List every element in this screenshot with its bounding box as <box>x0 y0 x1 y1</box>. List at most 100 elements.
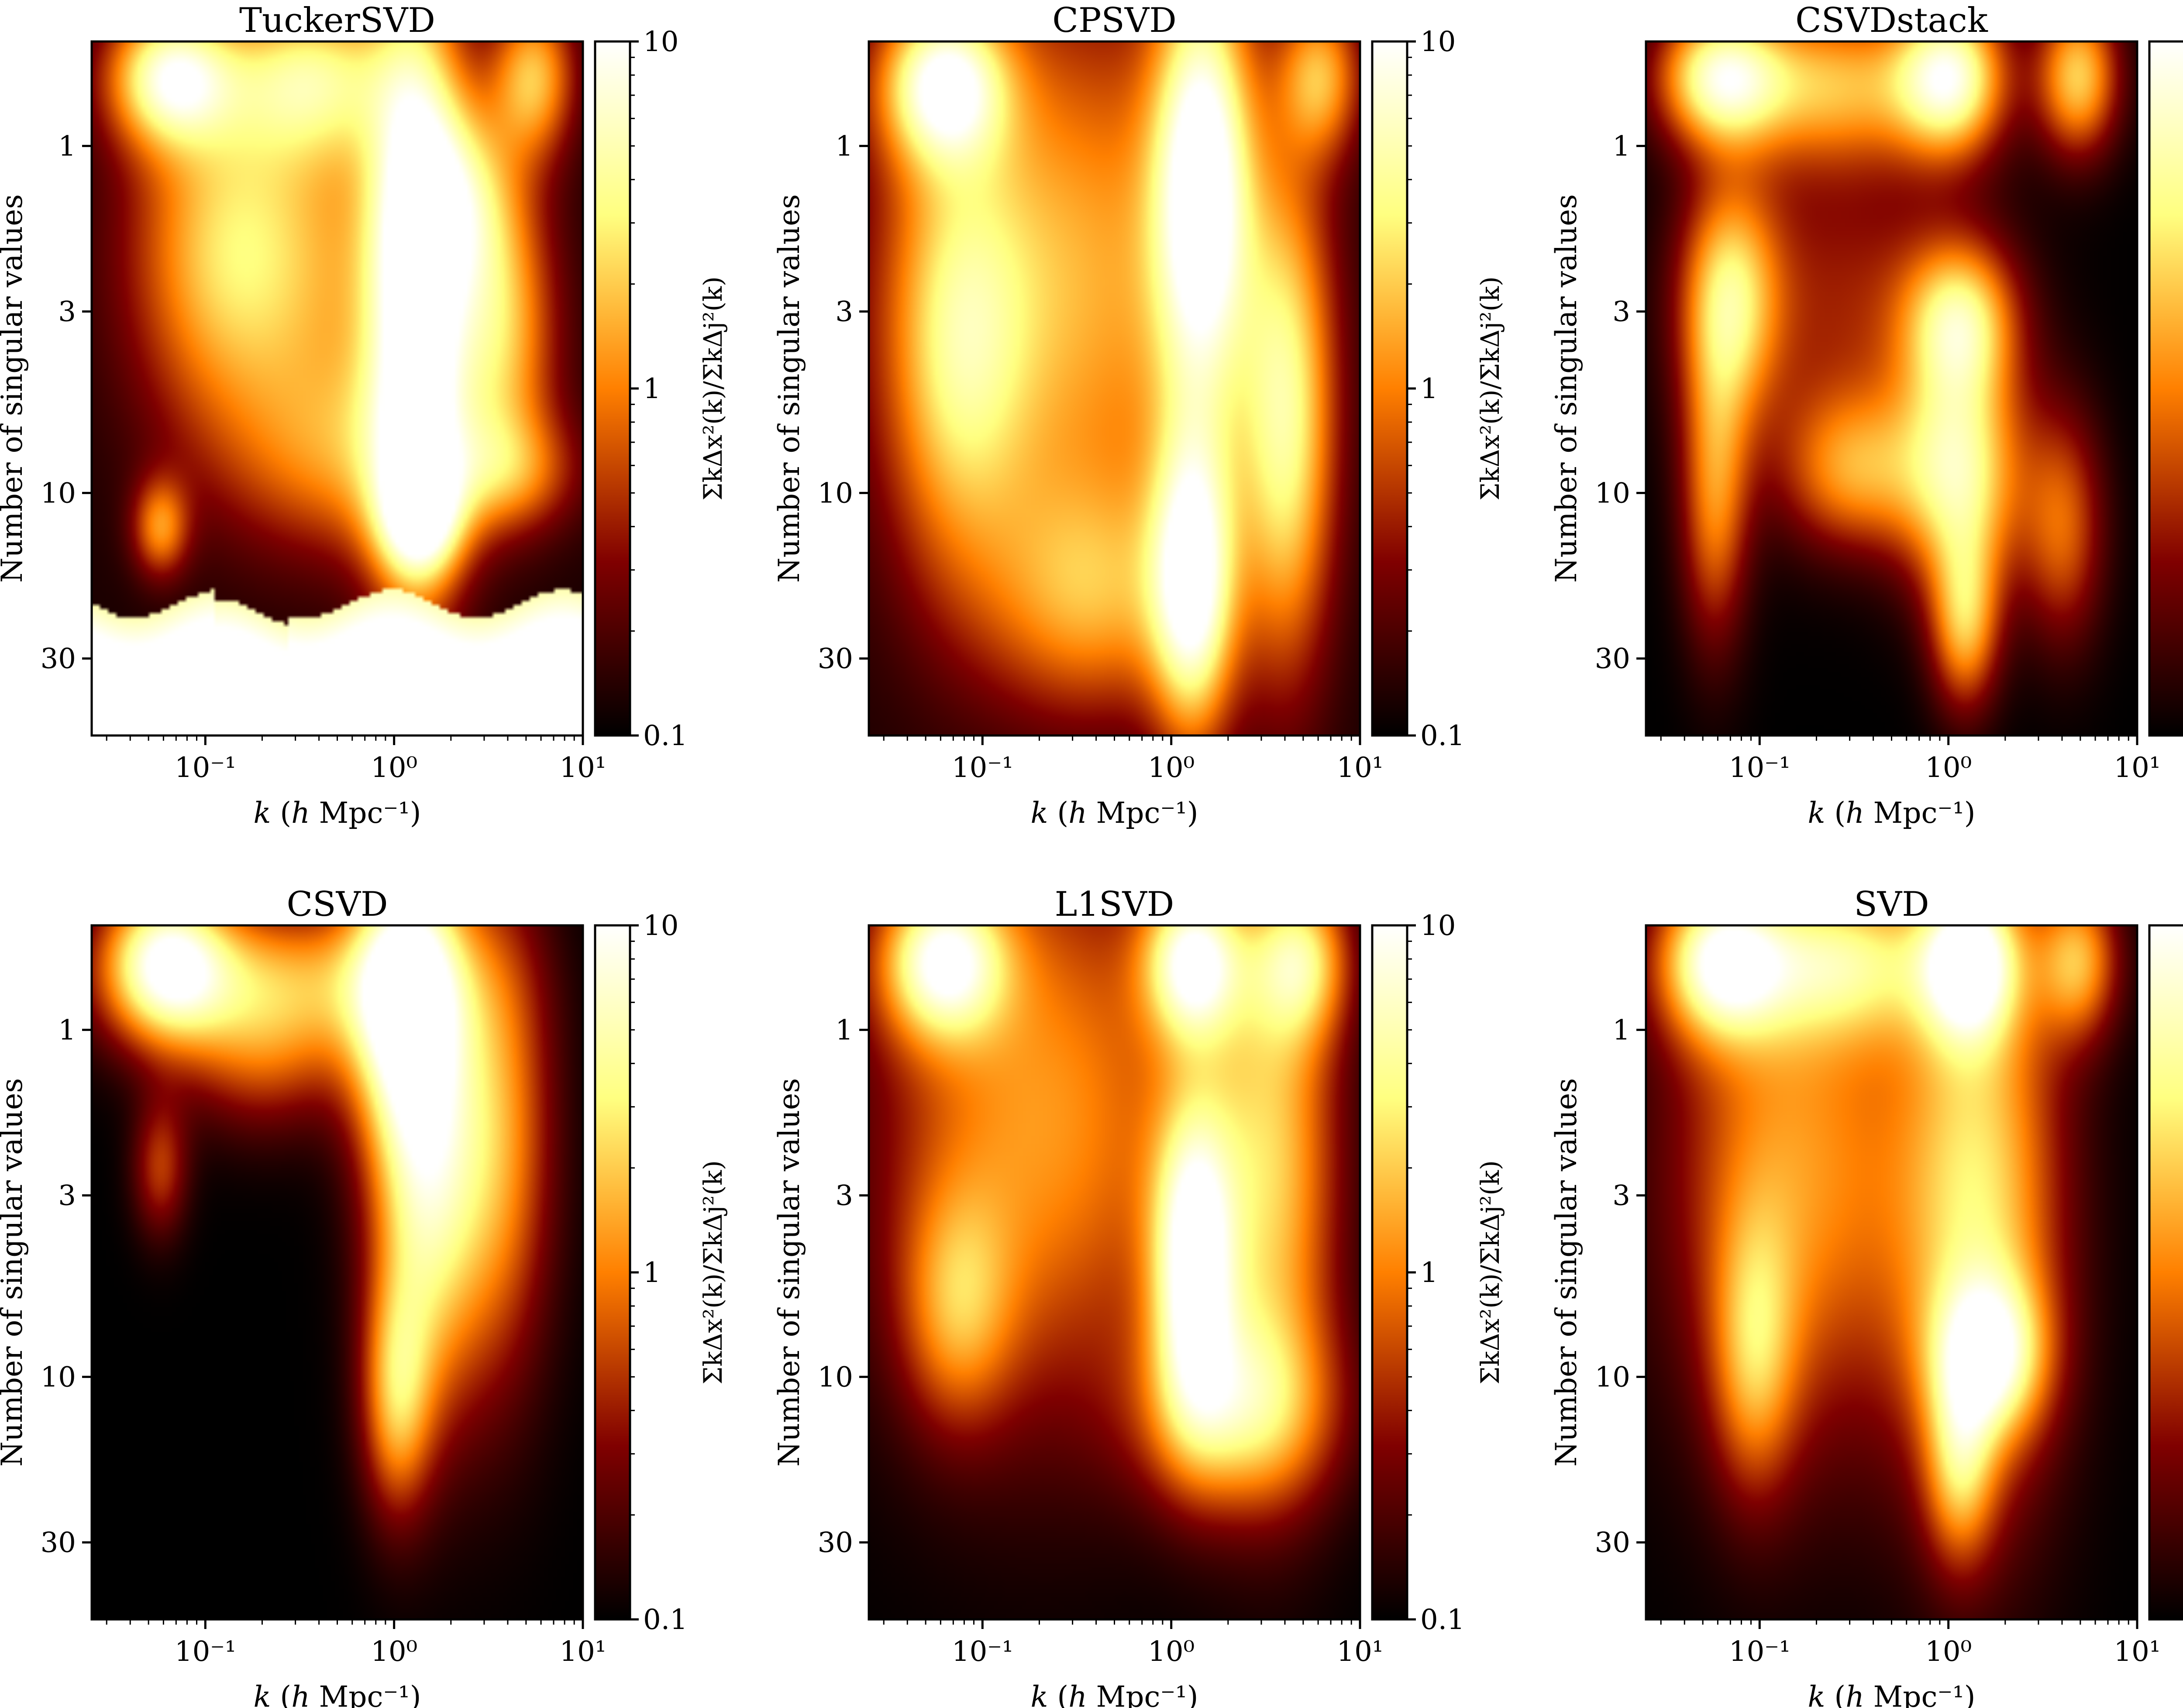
panel-title: TuckerSVD <box>239 1 435 40</box>
axes-frame <box>1645 40 2138 737</box>
heatmap-image-3 <box>92 925 583 1619</box>
y-tick-label: 30 <box>818 1527 853 1559</box>
colorbar-tick-label: 0.1 <box>1420 1604 1465 1636</box>
x-tick-label: 10⁰ <box>371 1636 417 1668</box>
panel-title: CSVDstack <box>1795 1 1988 40</box>
axes-frame <box>868 924 1361 1621</box>
colorbar-label: ΣkΔx²(k)/ΣkΔj²(k) <box>698 1160 728 1385</box>
y-axis-label: Number of singular values <box>0 1078 29 1467</box>
x-tick-label: 10⁻¹ <box>175 1636 236 1668</box>
colorbar <box>1371 40 1408 737</box>
y-tick-label: 3 <box>835 296 853 328</box>
y-tick-label: 10 <box>41 1361 76 1393</box>
y-axis-label: Number of singular values <box>1549 194 1583 583</box>
colorbar <box>1371 924 1408 1621</box>
colorbar-tick-label: 0.1 <box>643 1604 688 1636</box>
y-axis-label: Number of singular values <box>772 194 806 583</box>
x-tick-label: 10¹ <box>559 1636 606 1668</box>
colorbar-tick-label: 0.1 <box>643 720 688 752</box>
x-tick-label: 10¹ <box>2114 752 2160 784</box>
heatmap-image-2 <box>1646 41 2137 735</box>
x-axis-label: k (h Mpc⁻¹) <box>253 796 421 830</box>
colorbar-label: ΣkΔx²(k)/ΣkΔj²(k) <box>698 276 728 501</box>
x-tick-label: 10⁻¹ <box>952 1636 1013 1668</box>
y-tick-label: 3 <box>1612 296 1630 328</box>
y-tick-label: 1 <box>58 1014 76 1046</box>
axes-frame <box>90 924 584 1621</box>
heatmap-image-5 <box>1646 925 2137 1619</box>
panel-SVD: SVD 10⁻¹ 10⁰ 10¹ 1 3 10 30 k (h Mpc⁻¹) Number of … <box>1549 885 2183 1708</box>
panel-TuckerSVD: TuckerSVD 10⁻¹ 10⁰ 10¹ 1 3 10 30 k (h Mpc⁻¹) Numb… <box>0 1 728 830</box>
x-tick-label: 10⁰ <box>1925 752 1972 784</box>
axes-frame <box>1645 924 2138 1621</box>
y-tick-label: 30 <box>818 643 853 675</box>
colorbar-label: ΣkΔx²(k)/ΣkΔj²(k) <box>1475 1160 1505 1385</box>
panel-title: CPSVD <box>1052 1 1176 40</box>
colorbar-tick-label: 0.1 <box>1420 720 1465 752</box>
colorbar <box>2148 40 2183 737</box>
x-tick-label: 10¹ <box>1336 752 1383 784</box>
y-tick-label: 3 <box>835 1180 853 1212</box>
x-tick-label: 10⁻¹ <box>1729 1636 1790 1668</box>
y-tick-label: 1 <box>58 130 76 162</box>
colorbar-tick-label: 10 <box>643 26 678 58</box>
y-tick-label: 10 <box>41 477 76 509</box>
panel-CSVDstack: CSVDstack 10⁻¹ 10⁰ 10¹ 1 3 10 30 k (h Mpc⁻¹) Numb… <box>1549 1 2183 830</box>
y-tick-label: 3 <box>1612 1180 1630 1212</box>
colorbar-tick-label: 10 <box>1420 910 1456 942</box>
y-tick-label: 10 <box>818 477 853 509</box>
axes-frame <box>90 40 584 737</box>
colorbar-tick-label: 10 <box>643 910 678 942</box>
y-tick-label: 10 <box>818 1361 853 1393</box>
colorbar <box>594 924 631 1621</box>
colorbar-tick-label: 1 <box>643 1257 661 1289</box>
y-tick-label: 10 <box>1595 477 1630 509</box>
colorbar-tick-label: 1 <box>643 373 661 405</box>
y-axis-label: Number of singular values <box>0 194 29 583</box>
x-tick-label: 10¹ <box>2114 1636 2160 1668</box>
panel-title: L1SVD <box>1055 885 1174 924</box>
y-tick-label: 1 <box>835 1014 853 1046</box>
colorbar-tick-label: 1 <box>1420 373 1438 405</box>
x-tick-label: 10⁻¹ <box>952 752 1013 784</box>
colorbar-label: ΣkΔx²(k)/ΣkΔj²(k) <box>1475 276 1505 501</box>
heatmap-image-4 <box>869 925 1360 1619</box>
x-tick-label: 10⁰ <box>1148 1636 1195 1668</box>
y-tick-label: 10 <box>1595 1361 1630 1393</box>
y-axis-label: Number of singular values <box>772 1078 806 1467</box>
y-axis-label: Number of singular values <box>1549 1078 1583 1467</box>
x-tick-label: 10⁰ <box>1148 752 1195 784</box>
colorbar <box>594 40 631 737</box>
x-axis-label: k (h Mpc⁻¹) <box>1808 1680 1975 1708</box>
x-axis-label: k (h Mpc⁻¹) <box>1030 1680 1198 1708</box>
y-tick-label: 3 <box>58 296 76 328</box>
x-tick-label: 10⁰ <box>1925 1636 1972 1668</box>
x-tick-label: 10⁻¹ <box>175 752 236 784</box>
y-tick-label: 30 <box>1595 643 1630 675</box>
axes-frame <box>868 40 1361 737</box>
y-tick-label: 1 <box>1612 1014 1630 1046</box>
y-tick-label: 3 <box>58 1180 76 1212</box>
colorbar-tick-label: 1 <box>1420 1257 1438 1289</box>
y-tick-label: 30 <box>1595 1527 1630 1559</box>
x-tick-label: 10⁻¹ <box>1729 752 1790 784</box>
x-axis-label: k (h Mpc⁻¹) <box>253 1680 421 1708</box>
y-tick-label: 30 <box>41 643 76 675</box>
y-tick-label: 1 <box>1612 130 1630 162</box>
colorbar <box>2148 924 2183 1621</box>
colorbar-tick-label: 10 <box>1420 26 1456 58</box>
panel-CSVD: CSVD 10⁻¹ 10⁰ 10¹ 1 3 10 30 k (h Mpc⁻¹) Number of… <box>0 885 728 1708</box>
panel-title: CSVD <box>287 885 388 924</box>
x-axis-label: k (h Mpc⁻¹) <box>1030 796 1198 830</box>
x-axis-label: k (h Mpc⁻¹) <box>1808 796 1975 830</box>
panel-L1SVD: L1SVD 10⁻¹ 10⁰ 10¹ 1 3 10 30 k (h Mpc⁻¹) Number o… <box>772 885 1505 1708</box>
heatmap-image-1 <box>869 41 1360 735</box>
y-tick-label: 1 <box>835 130 853 162</box>
y-tick-label: 30 <box>41 1527 76 1559</box>
panel-title: SVD <box>1854 885 1929 924</box>
x-tick-label: 10¹ <box>1336 1636 1383 1668</box>
x-tick-label: 10¹ <box>559 752 606 784</box>
x-tick-label: 10⁰ <box>371 752 417 784</box>
